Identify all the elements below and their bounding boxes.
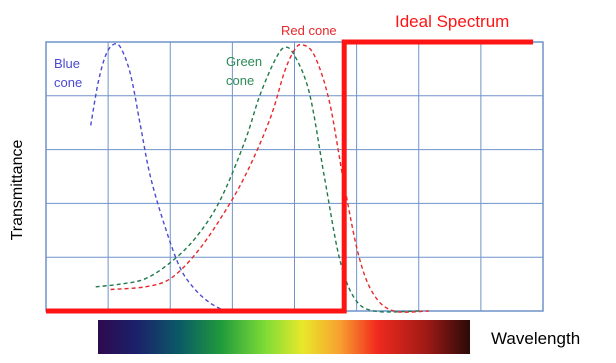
blue-cone-label: Blue cone bbox=[54, 55, 82, 93]
red-cone-label: Red cone bbox=[281, 22, 337, 41]
blue-cone-curve bbox=[90, 42, 226, 312]
red-cone-curve bbox=[110, 43, 429, 313]
blue-cone-label-line-1: Blue bbox=[54, 56, 81, 71]
red-cone-label-line-1: Red cone bbox=[281, 23, 337, 38]
spectrum-gradient-rect bbox=[98, 320, 470, 354]
spectrum-color-bar bbox=[98, 320, 470, 354]
green-cone-label: Green cone bbox=[226, 53, 262, 91]
x-axis-label: Wavelength bbox=[491, 329, 581, 348]
green-cone-label-line-1: Green bbox=[226, 54, 263, 69]
y-axis-label: Transmittance bbox=[9, 139, 26, 241]
green-cone-label-line-2: cone bbox=[226, 72, 255, 88]
blue-cone-label-line-2: cone bbox=[54, 74, 83, 90]
ideal-spectrum-label: Ideal Spectrum bbox=[395, 10, 509, 35]
ideal-spectrum-line bbox=[46, 39, 534, 314]
ideal-spectrum-label-line-1: Ideal Spectrum bbox=[395, 12, 510, 31]
